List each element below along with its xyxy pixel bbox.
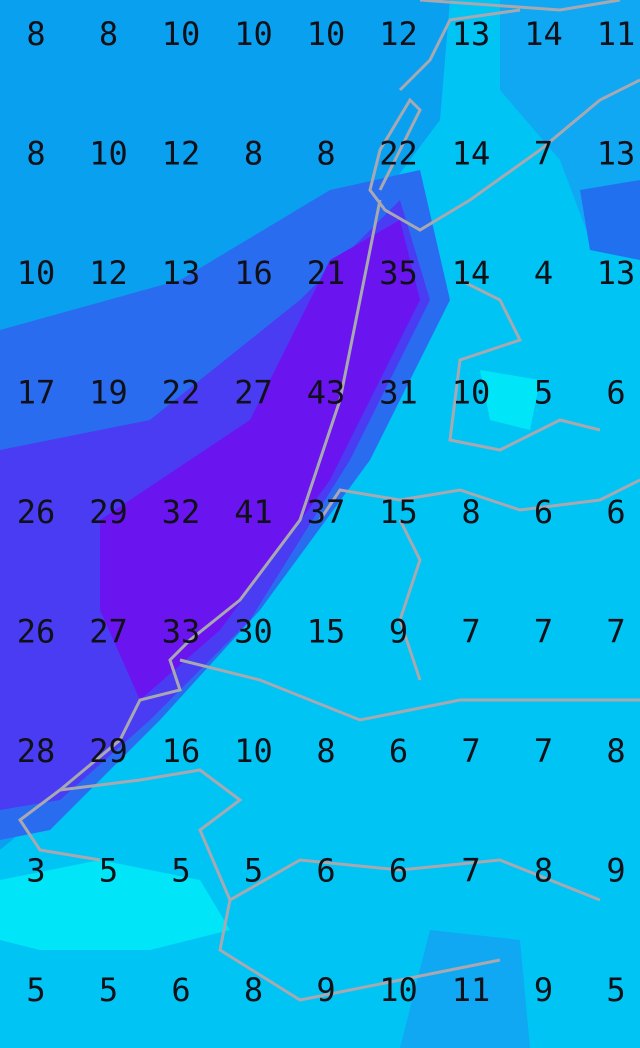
wind-value: 14	[452, 135, 491, 173]
wind-value: 6	[389, 852, 408, 890]
wind-value: 41	[234, 493, 273, 531]
wind-zone	[580, 180, 640, 260]
wind-value: 21	[307, 254, 346, 292]
wind-value: 11	[597, 15, 636, 53]
wind-value: 5	[606, 971, 625, 1009]
wind-value: 6	[389, 732, 408, 770]
wind-value: 10	[17, 254, 56, 292]
coastline	[368, 78, 640, 232]
wind-value: 3	[26, 852, 45, 890]
wind-value: 12	[379, 15, 418, 53]
wind-value: 5	[534, 374, 553, 412]
wind-value: 7	[534, 732, 553, 770]
wind-zone	[0, 860, 230, 950]
wind-value: 27	[89, 613, 128, 651]
wind-value: 15	[307, 613, 346, 651]
coastline	[17, 199, 382, 862]
wind-value: 10	[307, 15, 346, 53]
wind-value: 8	[99, 15, 118, 53]
wind-value: 7	[461, 732, 480, 770]
wind-value: 10	[452, 374, 491, 412]
wind-value: 32	[162, 493, 201, 531]
wind-value: 13	[597, 254, 636, 292]
border	[398, 278, 601, 681]
wind-value: 8	[316, 135, 335, 173]
wind-value: 29	[89, 732, 128, 770]
wind-value: 35	[379, 254, 418, 292]
wind-value: 6	[316, 852, 335, 890]
wind-value: 14	[524, 15, 563, 53]
wind-value: 22	[162, 374, 201, 412]
wind-value: 7	[534, 135, 553, 173]
wind-value: 13	[597, 135, 636, 173]
wind-value: 22	[379, 135, 418, 173]
wind-value: 7	[461, 852, 480, 890]
wind-value: 26	[17, 613, 56, 651]
wind-value: 43	[307, 374, 346, 412]
wind-value: 8	[534, 852, 553, 890]
wind-value: 30	[234, 613, 273, 651]
wind-value: 6	[606, 493, 625, 531]
wind-value: 7	[606, 613, 625, 651]
wind-value: 8	[461, 493, 480, 531]
wind-value: 29	[89, 493, 128, 531]
wind-value: 27	[234, 374, 273, 412]
wind-zone	[480, 370, 540, 430]
wind-value: 8	[244, 135, 263, 173]
wind-value: 9	[606, 852, 625, 890]
wind-value: 9	[389, 613, 408, 651]
wind-value: 26	[17, 493, 56, 531]
wind-value: 16	[234, 254, 273, 292]
wind-value: 10	[89, 135, 128, 173]
wind-value: 5	[99, 852, 118, 890]
wind-value: 9	[534, 971, 553, 1009]
wind-value: 6	[606, 374, 625, 412]
wind-value: 6	[171, 971, 190, 1009]
wind-value: 37	[307, 493, 346, 531]
wind-value: 33	[162, 613, 201, 651]
wind-value: 8	[26, 135, 45, 173]
wind-value: 14	[452, 254, 491, 292]
wind-value: 10	[162, 15, 201, 53]
wind-value: 8	[316, 732, 335, 770]
wind-value: 5	[171, 852, 190, 890]
wind-value: 13	[162, 254, 201, 292]
wind-value: 5	[26, 971, 45, 1009]
wind-value: 10	[379, 971, 418, 1009]
wind-value: 5	[244, 852, 263, 890]
border	[179, 478, 640, 722]
wind-value: 11	[452, 971, 491, 1009]
wind-value: 8	[244, 971, 263, 1009]
wind-value: 15	[379, 493, 418, 531]
coastline	[17, 0, 640, 1002]
wind-value: 8	[606, 732, 625, 770]
wind-value: 9	[316, 971, 335, 1009]
wind-zone	[100, 220, 420, 700]
wind-value: 12	[89, 254, 128, 292]
wind-value: 16	[162, 732, 201, 770]
wind-value: 19	[89, 374, 128, 412]
wind-value: 17	[17, 374, 56, 412]
wind-value: 6	[534, 493, 553, 531]
wind-value: 28	[17, 732, 56, 770]
wind-value: 10	[234, 15, 273, 53]
wind-value: 10	[234, 732, 273, 770]
border	[59, 768, 601, 1002]
wind-value: 7	[461, 613, 480, 651]
wind-value: 8	[26, 15, 45, 53]
wind-value: 12	[162, 135, 201, 173]
wind-value: 4	[534, 254, 553, 292]
wind-value: 7	[534, 613, 553, 651]
wind-value: 5	[99, 971, 118, 1009]
wind-value: 13	[452, 15, 491, 53]
wind-value: 31	[379, 374, 418, 412]
coastline	[398, 0, 621, 92]
